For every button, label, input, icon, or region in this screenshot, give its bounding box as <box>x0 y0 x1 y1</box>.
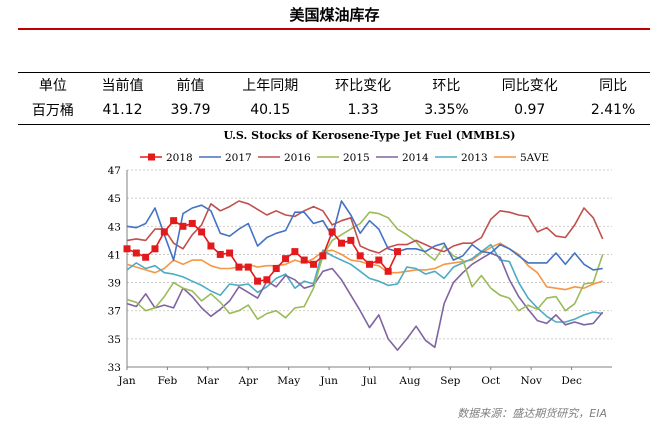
table-bottom-rule <box>18 124 650 125</box>
jet-fuel-stocks-chart: U.S. Stocks of Kerosene-Type Jet Fuel (M… <box>108 129 612 387</box>
series-point-2018 <box>151 245 159 253</box>
header-wow-change: 环比变化 <box>335 78 392 94</box>
series-line-2015 <box>126 211 604 320</box>
y-tick-label-47: 47 <box>108 165 121 177</box>
source-note: 数据来源：盛达期货研究，EIA <box>457 407 607 420</box>
series-point-2018 <box>393 248 401 256</box>
series-point-2018 <box>226 249 234 257</box>
value-current: 41.12 <box>102 101 143 118</box>
series-point-2018 <box>179 222 187 230</box>
value-last-year: 40.15 <box>250 101 291 118</box>
x-tick-label-sep: Sep <box>440 375 460 387</box>
value-previous: 39.79 <box>170 101 211 118</box>
y-tick-label-35: 35 <box>108 334 121 346</box>
x-tick-label-jun: Jun <box>319 375 338 387</box>
legend-label: 2015 <box>343 152 370 164</box>
series-point-2018 <box>198 228 206 236</box>
legend-entry-2017: 2017 <box>199 152 252 164</box>
value-wow-pct: 3.35% <box>424 101 469 118</box>
x-tick-label-oct: Oct <box>481 375 500 387</box>
value-yoy-change: 0.97 <box>514 101 546 118</box>
series-line-2013 <box>126 243 603 323</box>
series-point-2018 <box>338 239 346 247</box>
x-tick-label-jan: Jan <box>117 375 135 387</box>
series-point-2018 <box>244 263 252 271</box>
series-point-2018 <box>291 248 299 256</box>
x-tick-label-feb: Feb <box>158 375 178 387</box>
legend-entry-2013: 2013 <box>435 152 488 164</box>
value-wow-change: 1.33 <box>347 101 379 118</box>
header-yoy-change: 同比变化 <box>501 78 558 94</box>
series-line-2014 <box>126 252 604 351</box>
series-point-2018 <box>142 253 150 261</box>
series-point-2018 <box>254 277 262 285</box>
series-point-2018 <box>328 228 336 236</box>
y-tick-label-37: 37 <box>108 306 121 318</box>
series-line-2017 <box>126 200 603 271</box>
header-yoy-pct: 同比 <box>599 78 628 94</box>
header-current: 当前值 <box>101 78 144 94</box>
x-tick-label-may: May <box>277 375 300 387</box>
series-point-2018 <box>263 276 271 284</box>
series-point-2018 <box>375 256 383 264</box>
series-point-2018 <box>310 260 318 268</box>
series-point-2018 <box>272 265 280 272</box>
x-tick-label-dec: Dec <box>561 375 582 387</box>
series-point-2018 <box>170 217 178 225</box>
series-point-2018 <box>347 236 355 244</box>
legend-label: 2018 <box>166 152 193 164</box>
legend-entry-2018: 2018 <box>140 152 193 164</box>
legend-entry-2015: 2015 <box>317 152 370 164</box>
header-unit: 单位 <box>38 78 67 94</box>
header-wow-pct: 环比 <box>432 78 461 94</box>
table-top-rule <box>18 72 650 73</box>
series-point-2018 <box>160 228 168 236</box>
series-point-2018 <box>207 242 215 250</box>
series-point-2018 <box>300 256 308 264</box>
series-point-2018 <box>216 250 224 258</box>
x-tick-label-nov: Nov <box>520 375 542 387</box>
series-point-2018 <box>356 252 364 260</box>
stats-header-row: 单位 当前值 前值 上年同期 环比变化 环比 同比变化 同比 <box>18 73 650 97</box>
value-unit: 百万桶 <box>31 102 74 119</box>
legend-marker <box>148 153 155 161</box>
page-title: 美国煤油库存 <box>289 6 380 24</box>
x-tick-label-apr: Apr <box>238 375 259 387</box>
value-yoy-pct: 2.41% <box>590 101 636 118</box>
series-point-2018 <box>132 249 140 257</box>
x-tick-label-mar: Mar <box>197 375 220 387</box>
legend-label: 2017 <box>225 152 252 164</box>
series-point-2018 <box>384 267 392 275</box>
legend-label: 2013 <box>461 152 488 164</box>
y-tick-label-39: 39 <box>108 278 121 290</box>
y-tick-label-45: 45 <box>108 193 121 205</box>
legend-entry-2014: 2014 <box>376 152 429 164</box>
legend-entry-5ave: 5AVE <box>494 152 549 164</box>
legend-label: 2014 <box>402 152 429 164</box>
series-point-2018 <box>123 245 131 253</box>
y-tick-label-43: 43 <box>108 221 121 233</box>
stats-value-row: 百万桶 41.12 39.79 40.15 1.33 3.35% 0.97 2.… <box>18 97 650 122</box>
legend-entry-2016: 2016 <box>258 152 311 164</box>
series-point-2018 <box>366 260 373 268</box>
header-previous: 前值 <box>176 78 205 94</box>
header-last-year: 上年同期 <box>242 78 299 94</box>
series-point-2018 <box>319 252 327 260</box>
title-divider <box>18 28 650 30</box>
series-point-2018 <box>235 263 243 271</box>
series-line-2016 <box>126 200 604 254</box>
x-tick-label-jul: Jul <box>361 375 377 387</box>
y-tick-label-33: 33 <box>108 362 121 374</box>
y-tick-label-41: 41 <box>108 249 121 261</box>
series-point-2018 <box>188 219 196 227</box>
legend-label: 2016 <box>284 152 311 164</box>
chart-title: U.S. Stocks of Kerosene-Type Jet Fuel (M… <box>224 129 516 142</box>
stats-table: 单位 当前值 前值 上年同期 环比变化 环比 同比变化 同比 百万桶 41.12… <box>18 73 650 122</box>
series-point-2018 <box>282 255 290 263</box>
x-tick-label-aug: Aug <box>398 375 420 387</box>
legend-label: 5AVE <box>520 152 549 164</box>
